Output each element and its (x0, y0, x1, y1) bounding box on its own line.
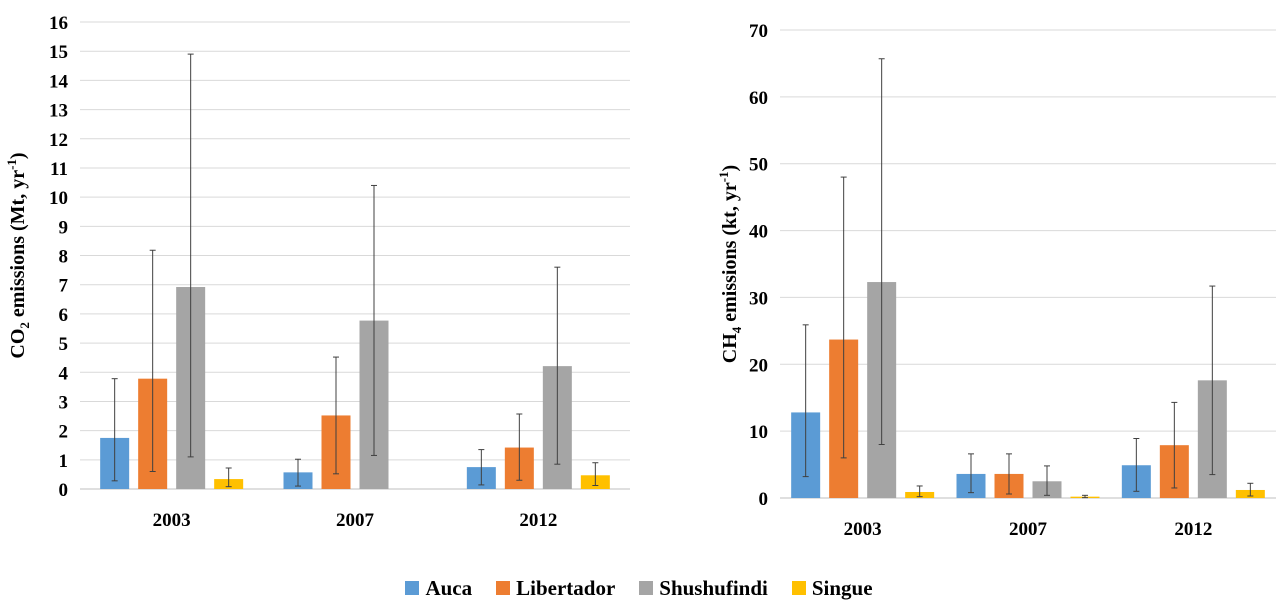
y-tick-label: 30 (749, 288, 768, 309)
legend-label-shushufindi: Shushufindi (659, 575, 768, 600)
error-bar-auca-2007 (968, 453, 974, 494)
y-tick-label: 16 (49, 13, 68, 34)
y-tick-label: 6 (59, 305, 69, 326)
y-tick-label: 10 (49, 188, 68, 209)
error-bar-shushufindi-2012 (1209, 285, 1216, 476)
y-tick-label: 11 (50, 159, 68, 180)
y-tick-label: 70 (749, 21, 768, 42)
x-tick-label: 2003 (844, 519, 882, 540)
error-bar-auca-2003 (111, 378, 118, 482)
legend-swatch-singue (791, 581, 806, 595)
legend-swatch-auca (405, 581, 420, 595)
y-tick-label: 9 (59, 217, 69, 238)
error-bar-libertador-2003 (149, 249, 156, 472)
y-tick-label: 15 (49, 42, 68, 63)
x-tick-label: 2007 (336, 510, 375, 531)
error-bar-shushufindi-2003 (878, 58, 885, 446)
y-tick-label: 13 (49, 101, 68, 122)
chart-panel-2: 0 10 20 30 40 50 60 70 2003 2007 2012 CH4 emissions… (716, 21, 1276, 540)
y-tick-label: 7 (59, 276, 69, 297)
y-tick-label: 10 (749, 422, 768, 443)
error-bar-libertador-2012 (516, 413, 523, 481)
y-axis-label: CO2 emissions (Mt, yr-1) (4, 152, 32, 358)
error-bar-singue-2003 (225, 467, 232, 488)
y-axis-label: CH4 emissions (kt, yr-1) (716, 165, 744, 363)
legend-item-singue: Singue (791, 575, 873, 601)
y-tick-label: 40 (749, 222, 768, 243)
legend-item-libertador: Libertador (496, 576, 615, 601)
error-bar-singue-2012 (1247, 482, 1254, 497)
error-bar-libertador-2007 (333, 356, 339, 475)
y-tick-label: 0 (59, 480, 69, 501)
y-tick-label: 1 (59, 451, 69, 472)
legend-label-singue: Singue (811, 575, 873, 600)
y-tick-label: 5 (59, 334, 69, 355)
y-tick-label: 3 (59, 392, 69, 413)
legend-label-auca: Auca (425, 575, 473, 600)
legend: Auca Libertador Shushufindi Singue (0, 575, 1278, 601)
y-tick-label: 50 (749, 155, 768, 176)
error-bar-shushufindi-2007 (1044, 465, 1050, 496)
y-tick-label: 4 (59, 363, 69, 384)
x-tick-label: 2003 (153, 510, 191, 531)
legend-item-shushufindi: Shushufindi (639, 576, 768, 601)
error-bar-libertador-2007 (1006, 453, 1012, 495)
error-bar-shushufindi-2012 (554, 266, 561, 465)
legend-label-libertador: Libertador (516, 575, 616, 600)
error-bar-singue-2012 (592, 462, 599, 486)
y-tick-label: 14 (49, 71, 69, 92)
x-tick-label: 2007 (1009, 519, 1048, 540)
error-bar-auca-2012 (478, 449, 485, 486)
y-tick-label: 20 (749, 355, 768, 376)
error-bar-libertador-2012 (1171, 401, 1178, 489)
y-tick-label: 12 (49, 130, 68, 151)
y-tick-label: 60 (749, 88, 768, 109)
x-tick-label: 2012 (1174, 519, 1212, 540)
error-bar-auca-2007 (295, 458, 301, 487)
error-bar-auca-2003 (802, 324, 809, 478)
legend-swatch-libertador (496, 581, 511, 595)
error-bar-auca-2012 (1133, 437, 1140, 492)
legend-item-auca: Auca (405, 576, 472, 601)
error-bar-singue-2007 (1082, 494, 1088, 499)
y-tick-label: 0 (759, 489, 769, 510)
error-bar-shushufindi-2007 (371, 184, 377, 456)
error-bar-singue-2003 (916, 485, 923, 498)
error-bar-shushufindi-2003 (187, 53, 194, 458)
error-bar-libertador-2003 (840, 176, 847, 459)
legend-swatch-shushufindi (639, 581, 654, 595)
y-tick-label: 2 (59, 422, 69, 443)
y-tick-label: 8 (59, 247, 69, 268)
x-tick-label: 2012 (519, 510, 557, 531)
